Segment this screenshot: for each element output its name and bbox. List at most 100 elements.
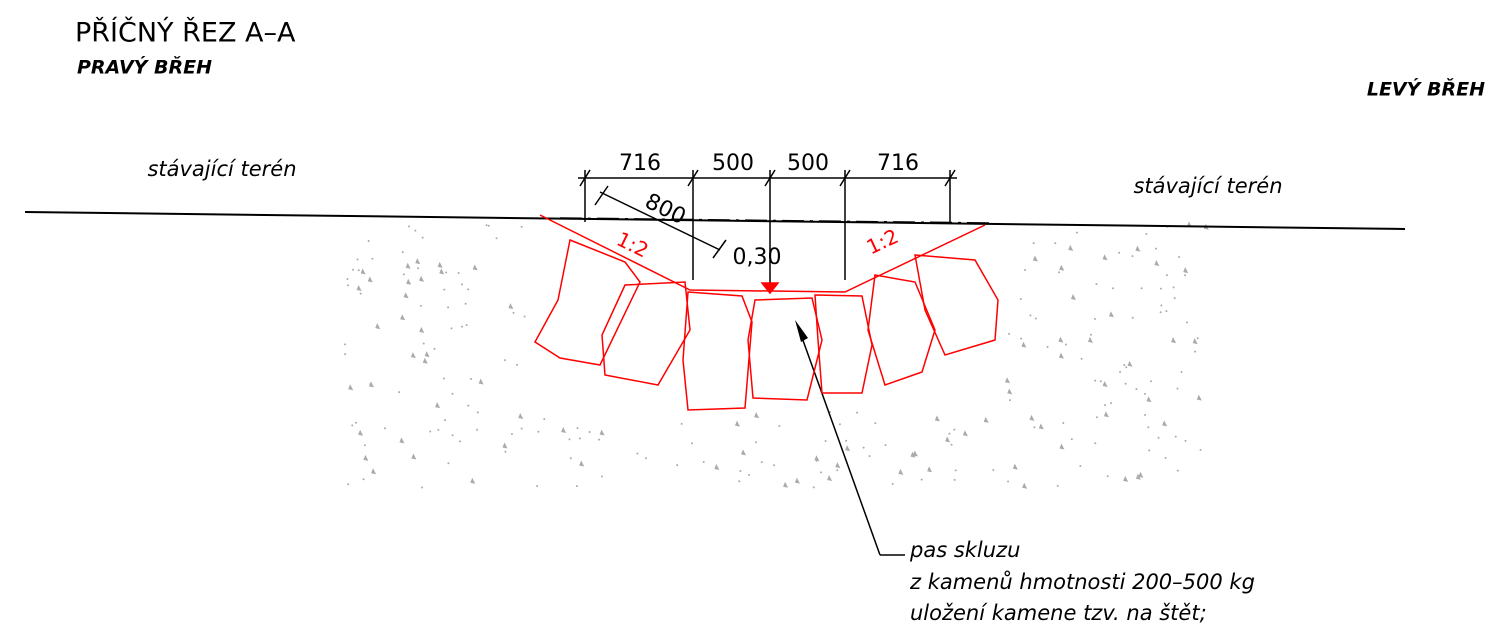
gravel-mark xyxy=(1007,480,1010,483)
gravel-mark xyxy=(398,391,401,394)
gravel-mark xyxy=(950,443,953,446)
gravel-mark xyxy=(948,432,951,435)
gravel-mark xyxy=(1020,337,1023,340)
gravel-mark xyxy=(1159,311,1162,314)
gravel-mark xyxy=(1007,388,1013,395)
gravel-mark xyxy=(891,482,894,485)
gravel-mark xyxy=(1038,423,1044,430)
gravel-mark xyxy=(1024,269,1027,272)
gravel-mark xyxy=(502,442,508,449)
gravel-mark xyxy=(599,429,605,436)
gravel-mark xyxy=(836,469,839,472)
gravel-mark xyxy=(576,427,579,430)
gravel-mark xyxy=(773,464,776,467)
gravel-mark xyxy=(1144,413,1147,416)
gravel-mark xyxy=(1080,357,1083,360)
gravel-mark xyxy=(827,475,833,482)
gravel-mark xyxy=(451,392,454,395)
gravel-mark xyxy=(1125,366,1128,369)
leader-arrow xyxy=(795,320,808,342)
gravel-mark xyxy=(1108,311,1114,318)
gravel-mark xyxy=(465,324,468,327)
gravel-mark xyxy=(433,347,436,350)
gravel-mark xyxy=(1162,420,1168,427)
gravel-mark xyxy=(368,381,374,388)
gravel-hatch xyxy=(344,221,1209,489)
gravel-mark xyxy=(445,271,448,274)
gravel-mark xyxy=(417,267,420,270)
gravel-mark xyxy=(487,224,490,227)
gravel-mark xyxy=(504,450,507,453)
depth-label: 0,30 xyxy=(733,245,782,270)
gravel-mark xyxy=(1032,255,1038,262)
gravel-mark xyxy=(523,315,526,318)
gravel-mark xyxy=(518,412,524,419)
gravel-mark xyxy=(1135,473,1141,480)
gravel-mark xyxy=(1065,343,1068,346)
gravel-mark xyxy=(691,442,694,445)
gravel-mark xyxy=(520,225,523,228)
gravel-mark xyxy=(410,352,416,359)
gravel-mark xyxy=(354,421,357,424)
gravel-mark xyxy=(356,258,359,261)
note-line: z kamenů hmotnosti 200–500 kg xyxy=(909,569,1255,594)
gravel-mark xyxy=(1144,392,1147,395)
gravel-mark xyxy=(1102,254,1108,261)
gravel-mark xyxy=(437,428,440,431)
gravel-mark xyxy=(748,473,751,476)
gravel-mark xyxy=(512,311,515,314)
gravel-mark xyxy=(457,271,460,274)
terrain-label: stávající terén xyxy=(1133,174,1282,198)
gravel-mark xyxy=(910,451,916,458)
gravel-mark xyxy=(874,422,877,425)
gravel-mark xyxy=(934,415,940,422)
gravel-mark xyxy=(411,453,417,460)
gravel-mark xyxy=(1119,370,1122,373)
gravel-mark xyxy=(1033,426,1036,429)
gravel-mark xyxy=(1185,321,1188,324)
gravel-mark xyxy=(437,261,443,268)
gravel-mark xyxy=(783,481,789,488)
gravel-mark xyxy=(371,468,377,475)
gravel-mark xyxy=(442,377,445,380)
gravel-mark xyxy=(1034,317,1037,320)
gravel-mark xyxy=(927,466,933,473)
gravel-mark xyxy=(1194,350,1197,353)
gravel-mark xyxy=(898,468,904,475)
gravel-mark xyxy=(1118,251,1121,254)
gravel-mark xyxy=(1172,286,1175,289)
gravel-mark xyxy=(1103,411,1109,418)
gravel-mark xyxy=(367,240,370,243)
gravel-mark xyxy=(1165,274,1168,277)
gravel-mark xyxy=(435,402,441,409)
gravel-mark xyxy=(346,284,349,287)
gravel-mark xyxy=(537,430,540,433)
gravel-mark xyxy=(510,432,513,435)
gravel-mark xyxy=(1155,247,1158,250)
gravel-mark xyxy=(1112,287,1115,290)
terrain-label: stávající terén xyxy=(147,157,296,181)
gravel-mark xyxy=(714,463,720,470)
gravel-mark xyxy=(367,276,373,283)
gravel-mark xyxy=(536,484,539,487)
right-bank-label: LEVÝ BŘEH xyxy=(1367,78,1485,101)
gravel-mark xyxy=(371,257,374,260)
gravel-mark xyxy=(738,480,741,483)
gravel-mark xyxy=(598,438,601,441)
gravel-mark xyxy=(1157,436,1160,439)
gravel-mark xyxy=(1019,297,1022,300)
dimension-lines xyxy=(578,169,957,556)
gravel-mark xyxy=(1131,316,1134,319)
gravel-mark xyxy=(415,258,421,265)
slope-label: 1:2 xyxy=(863,224,902,259)
gravel-mark xyxy=(1149,380,1152,383)
dimension-label: 500 xyxy=(787,151,829,176)
gravel-mark xyxy=(356,285,362,292)
gravel-mark xyxy=(467,404,470,407)
gravel-mark xyxy=(450,327,453,330)
gravel-mark xyxy=(1138,471,1144,478)
gravel-mark xyxy=(464,302,467,305)
gravel-mark xyxy=(1180,371,1183,374)
gravel-mark xyxy=(1070,293,1076,300)
gravel-mark xyxy=(400,314,406,321)
